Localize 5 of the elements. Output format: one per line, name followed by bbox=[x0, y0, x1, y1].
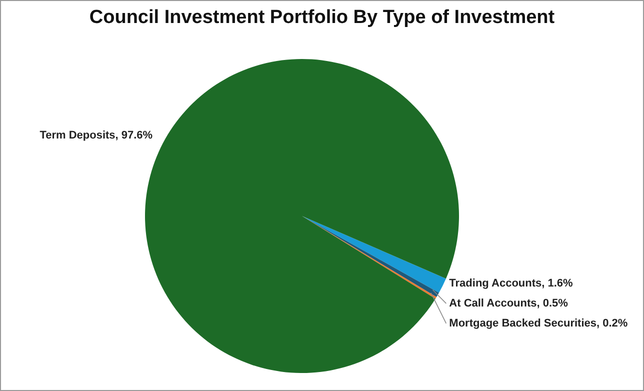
chart-title: Council Investment Portfolio By Type of Investment bbox=[88, 7, 556, 29]
slice-label: Trading Accounts, 1.6% bbox=[449, 277, 574, 290]
slice-label: Mortgage Backed Securities, 0.2% bbox=[449, 317, 628, 330]
slice-label: At Call Accounts, 0.5% bbox=[449, 297, 568, 310]
slice-label: Term Deposits, 97.6% bbox=[40, 129, 153, 142]
